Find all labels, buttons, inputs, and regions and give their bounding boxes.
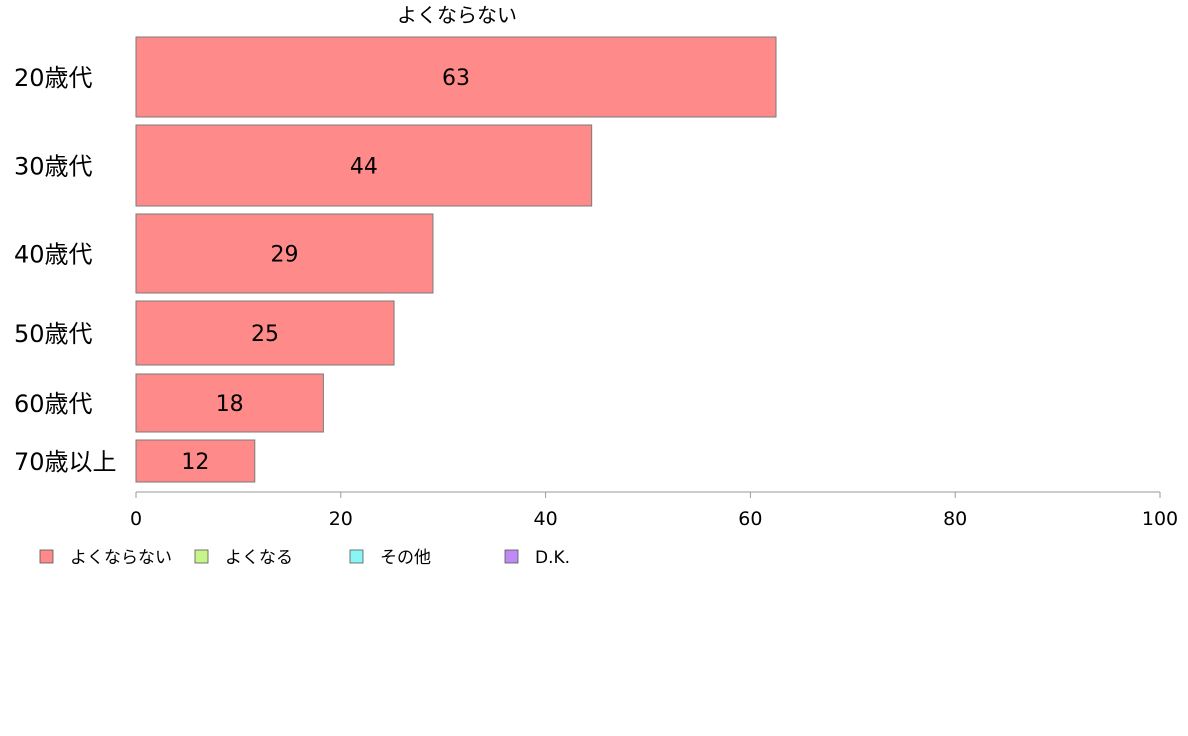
bar-5 (135, 373, 324, 433)
category-label-6: 70歳以上 (14, 448, 117, 476)
bar-2 (135, 124, 593, 207)
data-label-3: 29 (270, 243, 298, 268)
category-label-2: 30歳代 (14, 153, 93, 181)
legend-label-4: D.K. (535, 548, 570, 568)
x-tick-label-0: 0 (130, 508, 142, 530)
bar-3 (135, 213, 434, 294)
category-label-4: 50歳代 (14, 320, 93, 348)
x-tick-label-80: 80 (943, 508, 967, 530)
category-label-5: 60歳代 (14, 390, 93, 418)
legend-swatch-4 (504, 549, 519, 564)
bar-1 (135, 36, 777, 118)
x-axis: 0 20 40 60 80 100 (130, 491, 1178, 530)
bar-4 (135, 300, 395, 366)
x-tick-label-60: 60 (738, 508, 762, 530)
data-label-2: 44 (350, 155, 378, 180)
x-tick-label-100: 100 (1142, 508, 1178, 530)
legend: よくならない よくなる その他 D.K. (39, 548, 570, 568)
chart-title: よくならない (397, 3, 517, 27)
x-tick-label-20: 20 (329, 508, 353, 530)
bar-6 (135, 439, 256, 483)
data-label-6: 12 (181, 450, 209, 475)
x-tick-label-40: 40 (534, 508, 558, 530)
data-label-4: 25 (251, 322, 279, 347)
legend-label-2: よくなる (225, 548, 293, 568)
bars-layer: 63 20歳代 44 30歳代 29 40歳代 25 50歳代 18 60歳代 12 70歳以上 (14, 36, 777, 483)
category-label-3: 40歳代 (14, 241, 93, 269)
legend-swatch-1 (39, 549, 54, 564)
legend-label-1: よくならない (70, 548, 172, 568)
legend-swatch-2 (194, 549, 209, 564)
data-label-1: 63 (442, 66, 470, 91)
legend-swatch-3 (349, 549, 364, 564)
legend-label-3: その他 (380, 548, 431, 568)
data-label-5: 18 (216, 392, 244, 417)
category-label-1: 20歳代 (14, 64, 93, 92)
